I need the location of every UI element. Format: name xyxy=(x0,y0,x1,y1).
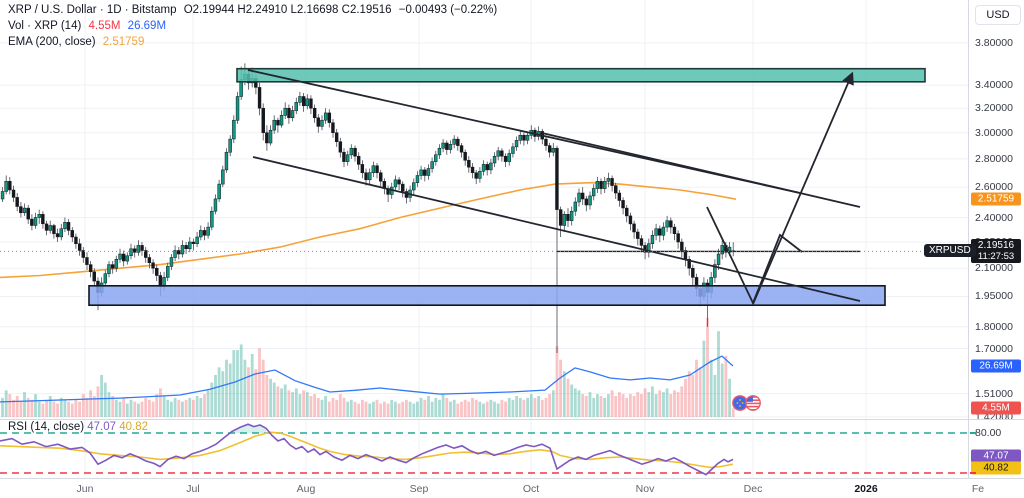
time-label: Jun xyxy=(76,483,94,495)
economic-events-flags-icon[interactable] xyxy=(732,395,761,411)
symbol-legend-row[interactable]: XRP / U.S. Dollar · 1D · Bitstamp O2.199… xyxy=(8,4,501,16)
rsi-line xyxy=(0,423,734,476)
time-axis[interactable]: Jun Jul Aug Sep Oct Nov Dec 2026 Fe xyxy=(0,479,1024,498)
ema-value: 2.51759 xyxy=(102,36,145,48)
price-tick: 2.60000 xyxy=(975,181,1013,194)
candles xyxy=(0,63,735,353)
price-tick: 2.80000 xyxy=(975,152,1013,165)
price-tick: 3.80000 xyxy=(975,36,1013,49)
volume-label[interactable]: Vol · XRP (14) xyxy=(8,20,82,32)
price-tick: 3.40000 xyxy=(975,79,1013,92)
price-tick: 1.95000 xyxy=(975,290,1013,303)
volume-ma-badge: 26.69M xyxy=(971,359,1021,373)
volume-ma-value: 26.69M xyxy=(127,20,167,32)
ema-label[interactable]: EMA (200, close) xyxy=(8,36,96,48)
ema-legend-row[interactable]: EMA (200, close) 2.51759 xyxy=(8,36,148,48)
symbol-price-label: XRPUSD xyxy=(924,244,976,257)
resistance-zone[interactable] xyxy=(236,67,926,83)
price-tick: 1.80000 xyxy=(975,320,1013,333)
rsi-value: 47.07 xyxy=(87,421,117,433)
ohlc-values: O2.19944 H2.24910 L2.16698 C2.19516 xyxy=(183,4,392,16)
time-label: Sep xyxy=(409,483,429,495)
rsi-ma-badge: 40.82 xyxy=(971,461,1021,475)
time-label: Dec xyxy=(743,483,763,495)
rsi-lower-axis-dash xyxy=(970,472,976,474)
current-price-badge: 2.19516 11:27:53 xyxy=(971,239,1021,264)
volume-legend-row[interactable]: Vol · XRP (14) 4.55M 26.69M xyxy=(8,20,170,32)
time-label: Aug xyxy=(296,483,316,495)
time-axis-separator[interactable] xyxy=(0,478,1024,479)
currency-button[interactable]: USD xyxy=(975,5,1021,25)
volume-value-badge: 4.55M xyxy=(971,401,1021,415)
ema-line xyxy=(0,181,737,279)
time-label: Fe xyxy=(971,483,985,495)
rsi-legend-row[interactable]: RSI (14, close) 47.07 40.82 xyxy=(8,421,148,433)
price-tick: 3.20000 xyxy=(975,102,1013,115)
projection-arrow[interactable] xyxy=(752,71,854,305)
price-tick: 2.40000 xyxy=(975,211,1013,224)
chart-canvas[interactable] xyxy=(0,0,968,498)
volume-ma-line xyxy=(0,355,734,403)
rsi-label[interactable]: RSI (14, close) xyxy=(8,421,85,433)
pane-separator[interactable] xyxy=(0,419,1024,420)
trendline-3[interactable] xyxy=(252,156,861,302)
trendline-2[interactable] xyxy=(541,132,861,208)
rsi-tick: 80.00 xyxy=(975,427,1002,439)
price-tick: 3.00000 xyxy=(975,126,1013,139)
time-label: Nov xyxy=(635,483,655,495)
time-label: 2026 xyxy=(854,483,878,495)
volume-current-value: 4.55M xyxy=(88,20,121,32)
volume-bars xyxy=(1,317,735,418)
symbol-title[interactable]: XRP / U.S. Dollar · 1D · Bitstamp xyxy=(8,4,177,16)
support-zone[interactable] xyxy=(88,284,886,306)
price-axis[interactable]: USD 3.80000 3.40000 3.20000 3.00000 2.80000 2… xyxy=(968,0,1024,498)
price-tick: 2.10000 xyxy=(975,262,1013,275)
zigzag-path[interactable] xyxy=(706,206,803,306)
rsi-ma-line xyxy=(0,431,734,469)
rsi-value-badge: 47.07 xyxy=(971,449,1021,463)
price-tick: 1.51000 xyxy=(975,387,1013,400)
time-label: Jul xyxy=(186,483,200,495)
change-value: −0.00493 (−0.22%) xyxy=(398,4,498,16)
time-label: Oct xyxy=(522,483,540,495)
price-tick: 1.70000 xyxy=(975,342,1013,355)
ema-value-badge: 2.51759 xyxy=(971,192,1021,206)
rsi-upper-axis-dash xyxy=(970,432,976,434)
rsi-ma-value: 40.82 xyxy=(119,421,149,433)
